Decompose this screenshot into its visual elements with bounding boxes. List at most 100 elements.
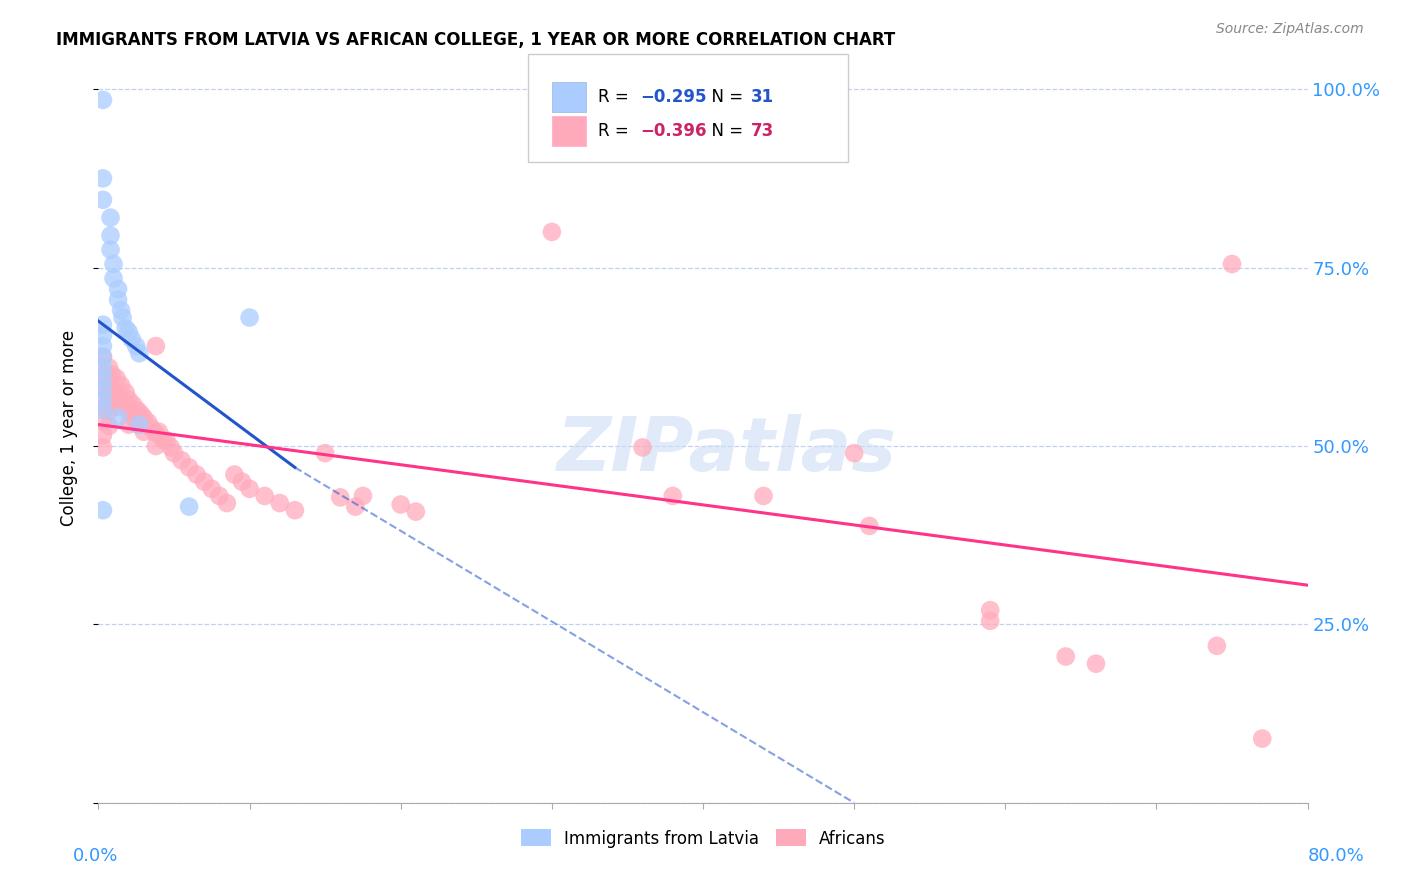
Text: 80.0%: 80.0% [1308, 847, 1364, 865]
Point [193, 475, 215, 489]
Point [128, 417, 150, 432]
Point [148, 425, 170, 439]
Point [253, 489, 276, 503]
Point [105, 385, 128, 400]
Point [91, 360, 114, 375]
Point [114, 321, 136, 335]
Point [661, 489, 683, 503]
Text: IMMIGRANTS FROM LATVIA VS AFRICAN COLLEGE, 1 YEAR OR MORE CORRELATION CHART: IMMIGRANTS FROM LATVIA VS AFRICAN COLLEG… [56, 31, 896, 49]
Point [98, 375, 121, 389]
Point [239, 482, 262, 496]
Point [114, 385, 136, 400]
Point [111, 310, 134, 325]
Point [145, 426, 167, 441]
Point [1054, 649, 1077, 664]
Point [155, 434, 177, 448]
Point [132, 410, 155, 425]
Point [208, 489, 231, 503]
Point [107, 410, 129, 425]
Point [91, 93, 114, 107]
Point [107, 293, 129, 307]
Point [101, 382, 124, 396]
Text: 0.0%: 0.0% [73, 847, 118, 865]
Point [127, 417, 149, 432]
Point [91, 382, 114, 396]
Point [101, 368, 124, 382]
Point [136, 416, 159, 430]
Point [179, 460, 201, 475]
Point [314, 446, 336, 460]
Point [91, 403, 114, 417]
Point [100, 211, 122, 225]
Point [91, 368, 114, 382]
Point [152, 434, 174, 448]
Point [540, 225, 562, 239]
Point [91, 350, 114, 364]
Point [107, 282, 129, 296]
Point [91, 371, 114, 385]
FancyBboxPatch shape [551, 82, 586, 112]
Point [844, 446, 866, 460]
Point [215, 496, 238, 510]
Point [110, 303, 132, 318]
Point [186, 467, 208, 482]
Point [239, 310, 262, 325]
Text: Source: ZipAtlas.com: Source: ZipAtlas.com [1216, 22, 1364, 37]
Point [141, 421, 163, 435]
Point [103, 257, 125, 271]
Point [344, 500, 367, 514]
Point [91, 503, 114, 517]
Point [100, 228, 122, 243]
Point [118, 325, 141, 339]
Point [145, 439, 167, 453]
Text: N =: N = [700, 87, 748, 105]
Point [91, 392, 114, 407]
Point [98, 389, 121, 403]
Point [1085, 657, 1108, 671]
Point [98, 403, 121, 417]
Point [858, 519, 880, 533]
Point [91, 339, 114, 353]
Point [91, 318, 114, 332]
Text: R =: R = [598, 87, 634, 105]
Point [91, 414, 114, 428]
Point [122, 398, 145, 412]
Point [979, 614, 1001, 628]
Point [98, 419, 121, 434]
Point [100, 243, 122, 257]
Point [118, 392, 141, 407]
FancyBboxPatch shape [551, 116, 586, 146]
Point [91, 193, 114, 207]
Point [129, 407, 152, 421]
Point [125, 339, 148, 353]
Point [405, 505, 427, 519]
Text: R =: R = [598, 122, 634, 140]
Point [269, 496, 291, 510]
Point [284, 503, 307, 517]
Point [352, 489, 374, 503]
Text: N =: N = [700, 122, 748, 140]
Point [128, 346, 150, 360]
Text: ZIPatlas: ZIPatlas [557, 414, 897, 487]
Point [91, 328, 114, 343]
Point [1251, 731, 1274, 746]
Point [1220, 257, 1243, 271]
Point [201, 482, 224, 496]
Point [163, 446, 186, 460]
Y-axis label: College, 1 year or more: College, 1 year or more [59, 330, 77, 526]
Point [118, 417, 141, 432]
Text: 31: 31 [751, 87, 775, 105]
Point [231, 475, 253, 489]
Point [122, 410, 145, 425]
Point [105, 400, 128, 414]
Point [103, 271, 125, 285]
Point [979, 603, 1001, 617]
Point [91, 400, 114, 414]
Point [98, 360, 121, 375]
Point [1206, 639, 1229, 653]
Point [91, 350, 114, 364]
Point [121, 332, 143, 346]
Text: −0.396: −0.396 [640, 122, 707, 140]
Point [110, 392, 132, 407]
Point [118, 405, 141, 419]
